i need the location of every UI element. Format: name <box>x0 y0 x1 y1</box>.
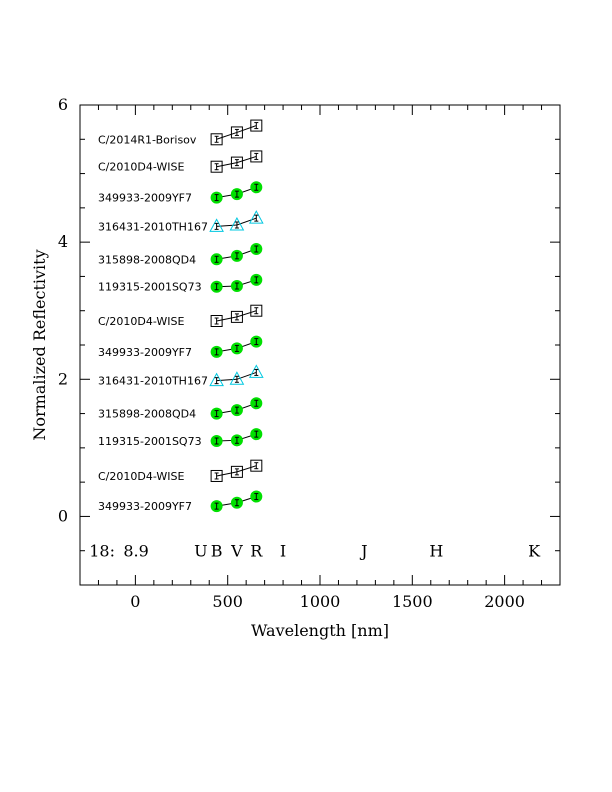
series-label: C/2014R1-Borisov <box>98 133 197 146</box>
series-4 <box>209 364 264 387</box>
band-label-J: J <box>359 542 367 561</box>
data-point <box>230 126 243 139</box>
series-6 <box>210 304 263 327</box>
series-label: 349933-2009YF7 <box>98 192 192 205</box>
series-label: 315898-2008QD4 <box>98 408 196 421</box>
x-tick-label: 500 <box>212 592 243 611</box>
series-label: C/2010D4-WISE <box>98 470 184 483</box>
series-8 <box>210 243 263 266</box>
series-label: 349933-2009YF7 <box>98 346 192 359</box>
tick-labels: 0 500 1000 1500 2000 0 2 4 6 <box>58 95 525 611</box>
band-label-I: I <box>280 542 286 561</box>
data-point <box>210 133 223 146</box>
data-point <box>250 459 263 472</box>
series-3 <box>210 397 263 420</box>
series-label: 349933-2009YF7 <box>98 500 192 513</box>
series-label: 119315-2001SQ73 <box>98 281 202 294</box>
series-12 <box>210 119 263 146</box>
series-label: C/2010D4-WISE <box>98 161 184 174</box>
x-tick-label: 0 <box>130 592 140 611</box>
series-2 <box>210 428 263 447</box>
data-point <box>250 119 263 132</box>
band-label-R: R <box>250 542 263 561</box>
y-axis-label: Normalized Reflectivity <box>30 249 49 440</box>
data-point <box>230 156 243 169</box>
data-point <box>250 150 263 163</box>
data-point <box>248 364 264 378</box>
series-label: 119315-2001SQ73 <box>98 435 202 448</box>
data-point <box>229 216 245 231</box>
y-tick-label: 2 <box>58 369 68 388</box>
series-10 <box>210 181 263 204</box>
y-tick-label: 4 <box>58 232 68 251</box>
series-5 <box>210 335 263 358</box>
x-tick-label: 1500 <box>392 592 433 611</box>
series-1 <box>210 459 263 482</box>
data-point <box>230 310 243 323</box>
data-point <box>229 371 245 385</box>
series-group <box>209 119 264 513</box>
axis-ticks <box>79 104 561 586</box>
band-label-B: B <box>211 542 223 561</box>
data-point <box>210 315 223 327</box>
data-point <box>209 372 224 387</box>
data-point <box>250 304 263 317</box>
band-row-magnitude: 8.9 <box>123 542 148 561</box>
y-tick-label: 0 <box>58 506 68 525</box>
series-7 <box>210 273 263 293</box>
data-point <box>210 160 223 173</box>
band-label-V: V <box>230 542 243 561</box>
x-tick-label: 1000 <box>300 592 341 611</box>
data-point <box>248 210 264 224</box>
band-label-H: H <box>429 542 443 561</box>
data-point <box>209 218 224 232</box>
x-tick-label: 2000 <box>484 592 525 611</box>
y-tick-label: 6 <box>58 95 68 114</box>
band-row-prefix: 18: <box>89 542 115 561</box>
series-label: 316431-2010TH167 <box>98 220 208 233</box>
series-label: C/2010D4-WISE <box>98 315 184 328</box>
x-axis-label: Wavelength [nm] <box>251 621 389 640</box>
band-label-U: U <box>194 542 207 561</box>
series-labels: 349933-2009YF7 C/2010D4-WISE 119315-2001SQ… <box>98 133 208 513</box>
data-point <box>210 469 223 482</box>
series-9 <box>209 210 264 232</box>
series-label: 315898-2008QD4 <box>98 253 196 266</box>
data-point <box>230 465 243 478</box>
band-label-K: K <box>528 542 541 561</box>
band-row: 18: 8.9 U B V R I J H K <box>89 542 541 561</box>
series-label: 316431-2010TH167 <box>98 375 208 388</box>
series-0 <box>210 490 263 513</box>
series-11 <box>210 150 263 173</box>
